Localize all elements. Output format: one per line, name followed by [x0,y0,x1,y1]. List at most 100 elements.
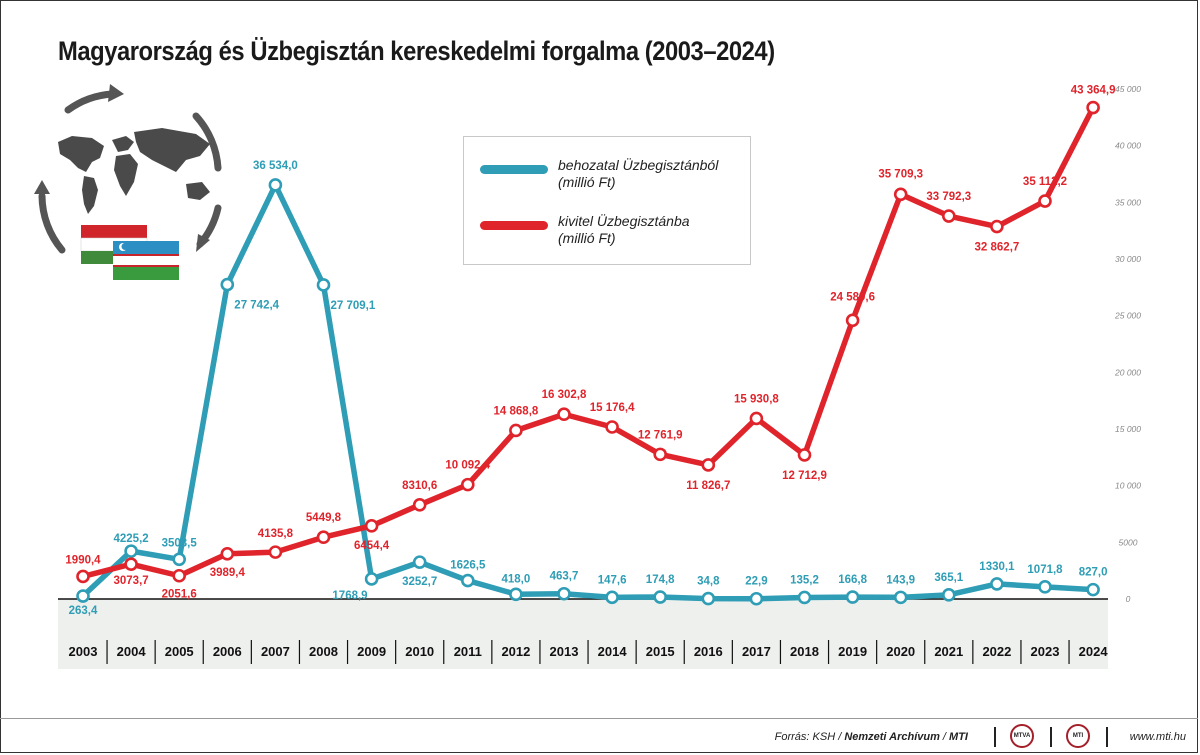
x-tick-label: 2020 [886,644,915,659]
data-point-export [76,569,90,584]
data-label-export: 10 092,4 [445,460,490,472]
data-label-import: 463,7 [550,571,579,583]
x-tick-label: 2018 [790,644,819,659]
x-tick-label: 2005 [165,644,194,659]
source-credit: Forrás: KSH / Nemzeti Archívum / MTI [775,731,968,743]
y-tick-label: 30 000 [1115,254,1141,264]
arrow-heads [34,84,210,252]
data-point-import [316,278,331,292]
data-label-export: 8310,6 [402,480,437,492]
mti-logo-icon: MTI [1066,724,1090,748]
data-point-export [557,407,571,422]
x-tick-label: 2007 [261,644,290,659]
data-point-import [557,586,571,601]
x-tick-label: 2022 [982,644,1011,659]
x-tick-label: 2021 [934,644,963,659]
data-label-export: 3989,4 [210,567,246,579]
data-label-export: 15 176,4 [590,402,635,414]
data-point-import [509,587,523,602]
data-label-export: 14 868,8 [494,405,539,417]
x-axis: 2003 2004 2005 2006 2007 2008 2009 2010 2011 2012… [69,640,1109,664]
x-tick-label: 2024 [1079,644,1109,659]
data-label-import: 365,1 [934,572,963,584]
data-label-import: 3503,5 [162,537,198,549]
data-point-export [124,557,138,571]
x-tick-label: 2012 [501,644,530,659]
data-point-import [797,590,812,605]
legend-unit-import: (millió Ft) [558,174,616,190]
data-label-export: 5449,8 [306,512,342,524]
data-label-import: 4225,2 [114,533,149,545]
source-prefix: Forrás: KSH / [774,731,845,743]
source-url[interactable]: www.mti.hu [1129,731,1186,743]
footer-separator [1106,727,1108,747]
data-label-export: 11 826,7 [686,480,730,492]
world-map-icon [58,128,210,214]
x-tick-label: 2023 [1031,644,1060,659]
data-point-export [605,420,619,434]
data-label-import: 22,9 [745,576,767,588]
data-label-import: 27 742,4 [234,300,279,312]
data-point-export [990,219,1004,234]
y-tick-label: 10 000 [1115,481,1141,491]
x-tick-label: 2010 [405,644,434,659]
data-point-import [364,572,379,586]
mtva-logo-icon: MTVA [1010,724,1034,748]
data-point-export [1086,100,1100,115]
decoration-group [34,84,222,280]
data-label-export: 35 709,3 [878,168,923,180]
data-point-import [941,588,956,602]
data-label-import: 1626,5 [450,560,486,572]
y-axis: 0 5000 10 000 15 000 20 000 25 000 30 000 35 00… [1114,84,1141,604]
data-label-import: 3252,7 [402,576,437,588]
data-label-export: 35 112,2 [1023,176,1067,188]
data-label-export: 2051,6 [162,589,197,601]
data-point-import [845,590,860,604]
legend-label-import: behozatal Üzbegisztánból [558,157,719,173]
data-point-export [316,530,331,545]
legend-swatch-export [480,221,548,230]
data-label-import: 418,0 [502,573,531,585]
legend-unit-export: (millió Ft) [558,230,616,246]
series-lines [80,104,1096,602]
y-tick-label: 35 000 [1115,197,1141,207]
footer-separator [994,727,996,747]
data-label-import: 34,8 [697,576,720,588]
x-tick-label: 2003 [69,644,98,659]
x-tick-label: 2006 [213,644,242,659]
y-tick-label: 20 000 [1114,367,1141,377]
series-line-import [80,182,1096,602]
data-label-export: 43 364,9 [1071,85,1116,97]
footer-separator [1050,727,1052,747]
data-point-export [941,209,956,223]
x-tick-label: 2017 [742,644,771,659]
data-point-import [653,590,668,604]
data-label-export: 32 862,7 [975,242,1020,254]
data-point-export [845,313,860,328]
data-point-export [460,477,475,492]
data-label-export: 4135,8 [258,528,294,540]
data-point-export [749,411,764,426]
data-label-import: 174,8 [646,574,675,586]
x-tick-label: 2016 [694,644,723,659]
data-point-import [412,555,427,569]
data-label-import: 1768,9 [332,590,367,602]
data-point-export [701,458,716,472]
data-label-export: 12 761,9 [638,429,683,441]
y-tick-label: 0 [1126,594,1131,604]
data-point-export [509,423,523,438]
data-point-import [268,178,283,192]
x-tick-label: 2019 [838,644,867,659]
data-point-import [124,544,138,558]
data-label-import: 147,6 [598,574,627,586]
data-point-import [749,591,764,606]
legend-label-export: kivitel Üzbegisztánba [558,213,690,229]
legend: behozatal Üzbegisztánból (millió Ft) kiv… [463,136,751,265]
y-tick-label: 40 000 [1115,141,1141,151]
data-label-import: 1071,8 [1027,564,1063,576]
x-axis-band [58,599,1108,669]
y-tick-label: 45 000 [1115,84,1141,94]
data-label-export: 33 792,3 [926,191,971,203]
data-label-export: 12 712,9 [782,470,827,482]
